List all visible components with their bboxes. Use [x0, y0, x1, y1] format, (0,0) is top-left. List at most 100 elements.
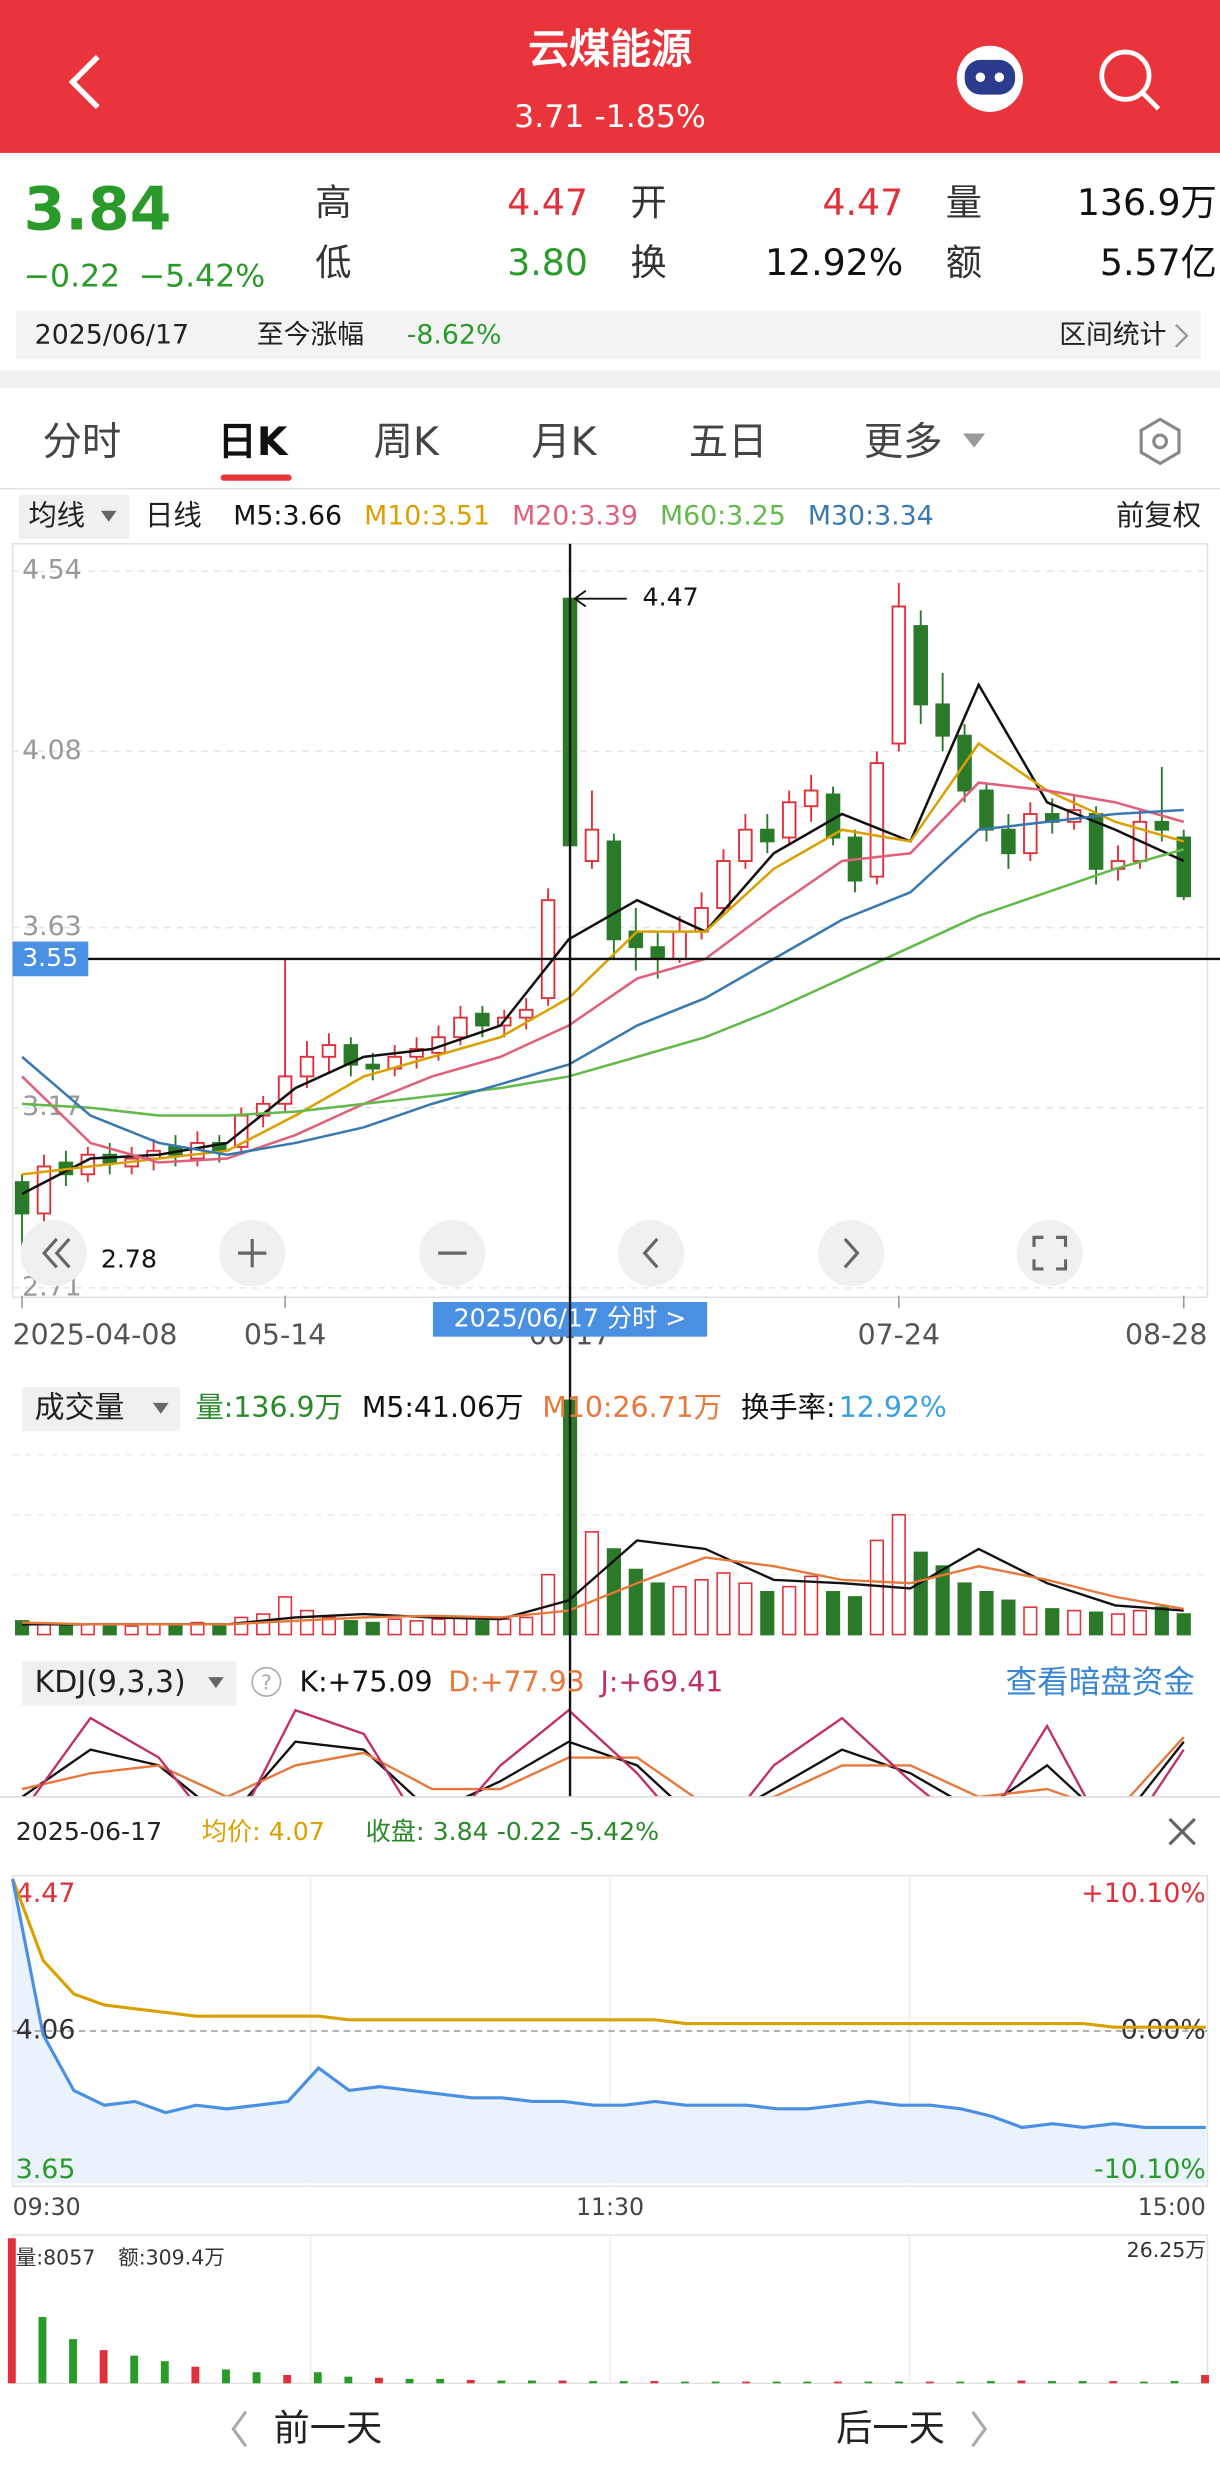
candle-body: [891, 605, 907, 745]
volume-bar: [387, 1618, 402, 1636]
next-button[interactable]: [818, 1220, 885, 1287]
prev-button[interactable]: [617, 1220, 685, 1287]
first-button[interactable]: [20, 1220, 87, 1287]
candle-body: [299, 1055, 315, 1078]
search-icon[interactable]: [1099, 49, 1161, 111]
volume-bar: [1176, 1613, 1191, 1636]
intraday-volume-bar: [1170, 2381, 1179, 2384]
dropdown-icon: [963, 433, 986, 448]
volume-bar: [365, 1621, 380, 1636]
tab[interactable]: 日K: [218, 419, 289, 465]
y2-tick-label: -10.10%: [1094, 2154, 1206, 2185]
intraday-volume-bar: [1201, 2374, 1209, 2384]
intraday-volume-bar: [69, 2339, 77, 2384]
tab[interactable]: 月K: [531, 419, 597, 465]
volume-bar: [519, 1616, 534, 1636]
volume-bar: [1110, 1613, 1126, 1636]
intraday-volume-bar: [1078, 2381, 1087, 2384]
chevron: [971, 2410, 988, 2448]
candle-body: [1001, 828, 1016, 855]
candle-body: [781, 801, 797, 839]
kdj-selector[interactable]: [22, 1661, 237, 1706]
change-pct: −5.42%: [139, 258, 266, 294]
intraday-volume-bar: [742, 2381, 751, 2384]
intraday-amount: 额:309.4万: [118, 2246, 225, 2270]
intraday-volume-bar: [466, 2379, 475, 2384]
volume-label: 换手率:: [741, 1391, 836, 1424]
ma-label: M20:3.39: [512, 501, 638, 532]
candle-body: [869, 762, 885, 878]
candle-body: [979, 789, 994, 831]
quote-grid: 高 4.47 开 4.47 量 136.9万 低 3.80 换 12.92% 额…: [315, 181, 1217, 284]
prev-day[interactable]: 前一天: [273, 2407, 382, 2450]
value: 12.92%: [765, 241, 903, 284]
candle-body: [540, 899, 556, 1000]
volume-chart: [12, 1399, 1208, 1636]
ma-line: [21, 848, 1185, 1117]
volume-bar: [321, 1616, 337, 1636]
range-bar[interactable]: [15, 310, 1202, 360]
y-tick-label: 4.47: [16, 1878, 76, 1909]
chevron: [231, 2410, 248, 2448]
high-label: 4.47: [643, 583, 699, 612]
fullscreen-button[interactable]: [1016, 1220, 1083, 1287]
volume-bar: [694, 1579, 709, 1636]
intraday-volume-bar: [619, 2381, 628, 2384]
crosshair-label-bg: [12, 941, 89, 977]
x-tick-label: 11:30: [576, 2193, 644, 2221]
intraday-volume-bar: [344, 2376, 353, 2384]
tabs: 分时 日K 周K 月K 五日 更多: [43, 419, 943, 465]
volume-bar: [957, 1582, 972, 1636]
volume-bar: [760, 1591, 775, 1636]
intraday-volume-bar: [160, 2361, 169, 2384]
label: 低: [315, 241, 351, 284]
tab[interactable]: 周K: [374, 419, 440, 465]
kdj-label: J:+69.41: [598, 1665, 723, 1698]
volume-selector[interactable]: [22, 1387, 180, 1432]
intraday-volume-bar: [130, 2355, 139, 2384]
intraday-volume-bar: [1017, 2380, 1026, 2384]
volume-bar: [672, 1585, 687, 1636]
volume-bar: [979, 1591, 994, 1636]
range-stats[interactable]: 区间统计: [1059, 319, 1166, 350]
back-button[interactable]: [68, 54, 100, 110]
volume-bar: [1045, 1608, 1060, 1636]
volume-ma-line: [22, 1556, 1184, 1626]
intraday-volume-bar: [7, 2238, 16, 2384]
candle-body: [14, 1181, 30, 1215]
y2-tick-label: +10.10%: [1081, 1878, 1206, 1909]
adjust[interactable]: 前复权: [1116, 499, 1201, 532]
volume-bar: [58, 1625, 73, 1636]
assistant-icon[interactable]: [956, 45, 1023, 112]
volume-label: 量:136.9万: [195, 1391, 342, 1424]
volume-bar: [409, 1620, 424, 1636]
kdj-line: [21, 1740, 1185, 1797]
volume-bar: [869, 1539, 884, 1636]
volume-bar: [190, 1621, 205, 1636]
settings-icon[interactable]: [1139, 417, 1181, 466]
chevron: [1175, 323, 1189, 348]
x-tick-label: 08-28: [1125, 1319, 1207, 1352]
intraday-volume-bar: [895, 2381, 904, 2384]
candle-body: [409, 1048, 424, 1058]
chart-controls: [20, 1220, 1083, 1287]
tab[interactable]: 五日: [689, 419, 768, 465]
kdj-link[interactable]: 查看暗盘资金: [1006, 1664, 1195, 1700]
tab[interactable]: 更多: [864, 419, 943, 465]
tab[interactable]: 分时: [43, 419, 122, 465]
volume-bar: [80, 1623, 95, 1636]
volume-bar: [497, 1618, 512, 1636]
volume-bar: [36, 1623, 52, 1636]
candle-body: [343, 1044, 359, 1066]
avg-line: [11, 1878, 1206, 2029]
intraday-volume-bar: [864, 2381, 873, 2384]
next-day[interactable]: 后一天: [836, 2407, 945, 2450]
y2-tick-label: 0.00%: [1121, 2014, 1206, 2045]
volume-bar: [782, 1585, 797, 1636]
volume-bar: [804, 1575, 819, 1636]
volume-bar: [935, 1565, 950, 1636]
close-button[interactable]: [1168, 1817, 1196, 1846]
intraday-volume-bar: [925, 2381, 934, 2384]
help-icon[interactable]: [251, 1666, 282, 1697]
volume-bar: [1001, 1599, 1016, 1636]
